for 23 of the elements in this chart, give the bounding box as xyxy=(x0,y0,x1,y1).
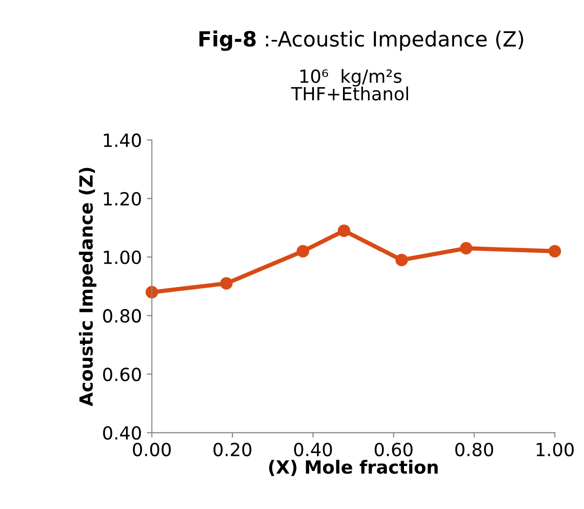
point xyxy=(146,286,158,298)
x-axis-title: (X) Mole fraction xyxy=(269,460,438,476)
y-tick-label: 0.40 xyxy=(103,426,141,440)
point xyxy=(220,277,233,290)
chart-title: Fig-8 :-Acoustic Impedance (Z) xyxy=(199,30,524,51)
point xyxy=(548,244,562,258)
x-tick-label: 0.60 xyxy=(374,442,413,456)
x-tick-label: 0.40 xyxy=(294,442,332,456)
point xyxy=(296,244,310,258)
point xyxy=(460,242,472,255)
x-tick-label: 1.00 xyxy=(536,442,574,456)
y-tick-label: 1.40 xyxy=(104,133,141,148)
y-tick-label: 1.20 xyxy=(104,192,141,206)
point xyxy=(395,254,408,266)
y-tick-label: 0.80 xyxy=(103,309,141,323)
x-tick-label: 0.20 xyxy=(214,442,252,456)
chart-subtitle: 10⁶ kg/m²s THF+Ethanol xyxy=(291,69,408,101)
y-tick-label: 1.00 xyxy=(104,250,141,264)
y-tick-label: 0.60 xyxy=(103,368,141,382)
point xyxy=(338,224,350,237)
y-axis-title: Acoustic Impedance (Z) xyxy=(78,168,96,406)
x-tick-label: 0.80 xyxy=(455,442,494,456)
x-tick-label: 0.00 xyxy=(132,442,171,456)
